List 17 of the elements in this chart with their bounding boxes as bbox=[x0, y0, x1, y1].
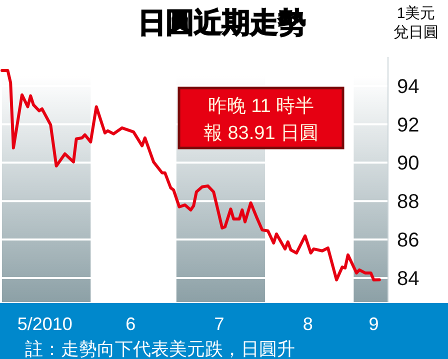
x-tick-label: 9 bbox=[368, 314, 379, 334]
x-tick-label: 5/2010 bbox=[17, 314, 72, 334]
line-series bbox=[0, 68, 381, 282]
y-tick-label: 84 bbox=[397, 268, 420, 290]
y-tick-label: 94 bbox=[397, 76, 420, 98]
x-tick-label: 6 bbox=[126, 314, 136, 334]
y-tick-label: 88 bbox=[397, 191, 420, 214]
annotation: 昨晚 11 時半 bbox=[208, 96, 314, 117]
y-tick-label: 90 bbox=[397, 152, 420, 175]
text: 註：走勢向下代表美元跌，日圓升 bbox=[25, 339, 295, 359]
annotation: 報 83.91 日圓 bbox=[203, 123, 319, 144]
x-tick-label: 8 bbox=[302, 314, 313, 334]
y-axis-title: 1美元兌日圓 bbox=[392, 4, 440, 42]
y-tick-label: 86 bbox=[397, 230, 420, 252]
x-tick-label: 7 bbox=[214, 314, 224, 334]
chart-title: 日圓近期走勢 bbox=[138, 6, 306, 39]
y-tick-label: 92 bbox=[397, 114, 420, 136]
